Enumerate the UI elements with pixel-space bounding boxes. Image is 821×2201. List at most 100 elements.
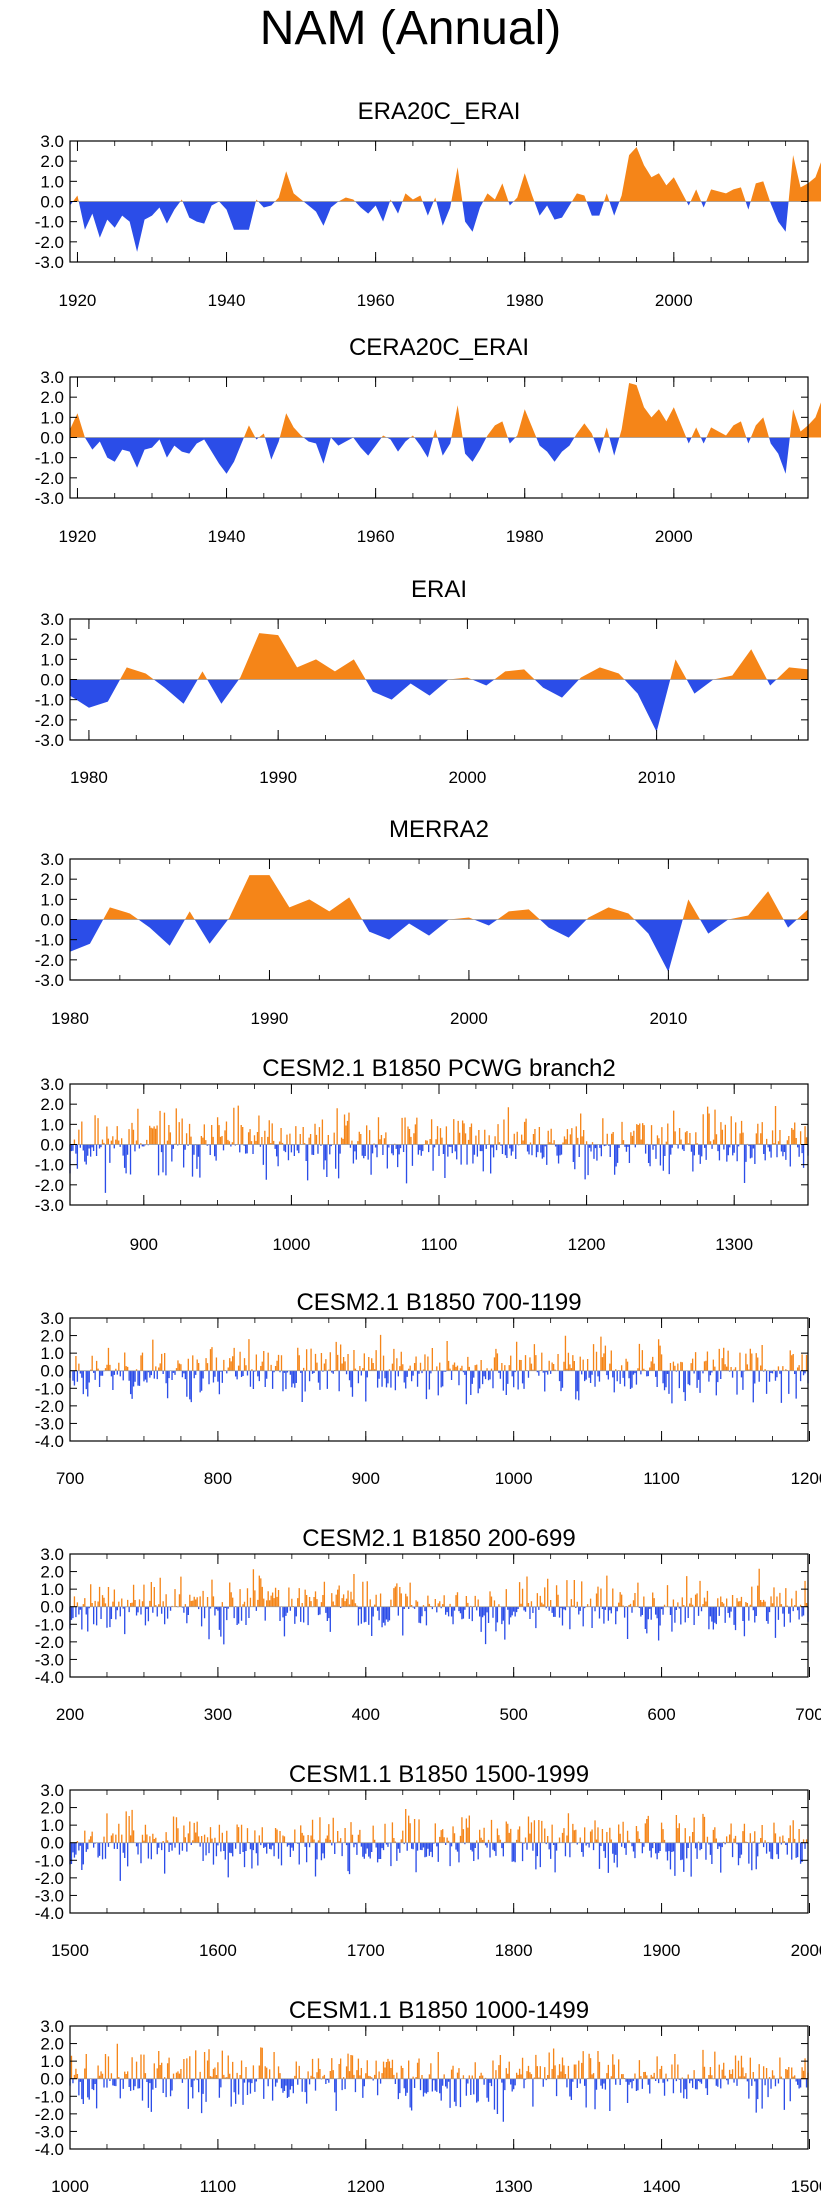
panel-title: CESM1.1 B1850 1500-1999 [289,1761,589,1788]
x-tick-label: 1000 [51,2177,89,2196]
y-tick-label: -2.0 [35,1397,64,1416]
x-tick-label: 1990 [259,768,297,787]
negative-area [70,201,821,252]
positive-area [70,875,808,920]
y-tick-label: -1.0 [35,931,64,950]
nam-panel-2: ERAI 3.02.01.0 0.0-1.0-2.0-3.0 1980 1990 2000… [35,576,809,787]
y-tick-label: 3.0 [40,1075,64,1094]
x-tick-label: 2000 [655,527,693,546]
y-tick-label: -4.0 [35,2140,64,2159]
x-tick-label: 2000 [655,291,693,310]
x-tick-label: 1200 [791,1469,821,1488]
x-tick-label: 1100 [643,1469,680,1488]
x-tick-label: 1980 [70,768,108,787]
x-tick-label: 1990 [251,1009,289,1028]
y-tick-label: 3.0 [40,368,64,387]
y-tick-label: 3.0 [40,1309,64,1328]
positive-bars [73,1568,808,1607]
x-tick-label: 2000 [448,768,486,787]
y-tick-label: 2.0 [40,388,64,407]
y-tick-label: -3.0 [35,971,64,990]
nam-panel-1: CERA20C_ERAI 3.02.01.0 0.0-1.0-2.0-3.0 1920… [35,334,821,546]
panel-title: ERAI [411,576,467,603]
y-tick-label: -2.0 [35,233,64,252]
y-tick-label: 3.0 [40,2017,64,2036]
y-tick-label: -1.0 [35,1156,64,1175]
positive-area [70,147,821,202]
y-tick-label: 2.0 [40,2035,64,2054]
x-tick-label: 1980 [51,1009,89,1028]
y-tick-label: -3.0 [35,489,64,508]
y-tick-label: 2.0 [40,630,64,649]
y-tick-label: -2.0 [35,2105,64,2124]
y-tick-label: -3.0 [35,731,64,750]
x-tick-label: 2010 [649,1009,687,1028]
negative-bars [69,1370,809,1405]
x-tick-label: 400 [352,1705,380,1724]
y-tick-label: 1.0 [40,1580,64,1599]
y-tick-label: -2.0 [35,1869,64,1888]
y-tick-label: -1.0 [35,1615,64,1634]
y-tick-label: 0.0 [40,671,64,690]
x-tick-label: 1200 [568,1235,606,1254]
negative-bars [69,1842,809,1881]
plot-frame [69,1789,809,1914]
positive-bars [75,1334,808,1371]
y-tick-label: -4.0 [35,1904,64,1923]
panel-title: CESM2.1 B1850 PCWG branch2 [262,1055,616,1082]
nam-panel-6: CESM2.1 B1850 200-699 3.02.01.00.0-1.0-2.… [35,1525,821,1724]
x-tick-label: 700 [795,1705,821,1724]
x-tick-label: 2000 [791,1941,821,1960]
x-tick-label: 1960 [357,527,395,546]
y-tick-label: 2.0 [40,1563,64,1582]
y-tick-label: 2.0 [40,152,64,171]
y-tick-label: 1.0 [40,1115,64,1134]
x-tick-label: 1000 [495,1469,533,1488]
y-tick-label: 0.0 [40,1834,64,1853]
plot-frame [69,1317,809,1442]
x-tick-label: 900 [352,1469,380,1488]
y-tick-label: 0.0 [40,2070,64,2089]
y-tick-label: -4.0 [35,1432,64,1451]
y-tick-label: -1.0 [35,449,64,468]
y-tick-label: -2.0 [35,469,64,488]
y-tick-label: -3.0 [35,1650,64,1669]
y-tick-label: -2.0 [35,951,64,970]
x-tick-label: 1980 [506,527,544,546]
negative-bars [69,1606,809,1645]
x-tick-label: 1000 [272,1235,310,1254]
y-tick-label: 0.0 [40,1362,64,1381]
negative-area [70,437,821,474]
y-tick-label: 1.0 [40,172,64,191]
y-tick-label: 2.0 [40,870,64,889]
x-tick-label: 1940 [208,291,246,310]
negative-area [70,919,808,972]
y-tick-label: -3.0 [35,1414,64,1433]
x-tick-label: 1100 [421,1235,458,1254]
x-tick-label: 1920 [59,527,97,546]
y-tick-label: 2.0 [40,1095,64,1114]
x-tick-label: 200 [56,1705,84,1724]
y-tick-label: 3.0 [40,132,64,151]
plot-frame [69,1553,809,1678]
nam-panel-0: ERA20C_ERAI 3.02.01.0 0.0-1.0-2.0-3.0 1920 1… [35,98,821,310]
panel-title: CESM2.1 B1850 200-699 [302,1525,576,1552]
y-tick-label: -3.0 [35,1196,64,1215]
x-tick-label: 700 [56,1469,84,1488]
y-tick-label: -3.0 [35,1886,64,1905]
x-tick-label: 1500 [51,1941,89,1960]
panel-title: ERA20C_ERAI [358,98,521,125]
page-title: NAM (Annual) [259,2,562,55]
x-tick-label: 1600 [199,1941,237,1960]
x-tick-label: 2010 [638,768,676,787]
y-tick-label: 1.0 [40,1816,64,1835]
y-tick-label: -1.0 [35,1851,64,1870]
panel-title: CESM2.1 B1850 700-1199 [296,1289,581,1316]
y-tick-label: -1.0 [35,691,64,710]
positive-bars [73,1105,808,1145]
negative-bars [69,2078,808,2122]
y-tick-label: -2.0 [35,1176,64,1195]
y-tick-label: 1.0 [40,650,64,669]
y-tick-label: 3.0 [40,1545,64,1564]
